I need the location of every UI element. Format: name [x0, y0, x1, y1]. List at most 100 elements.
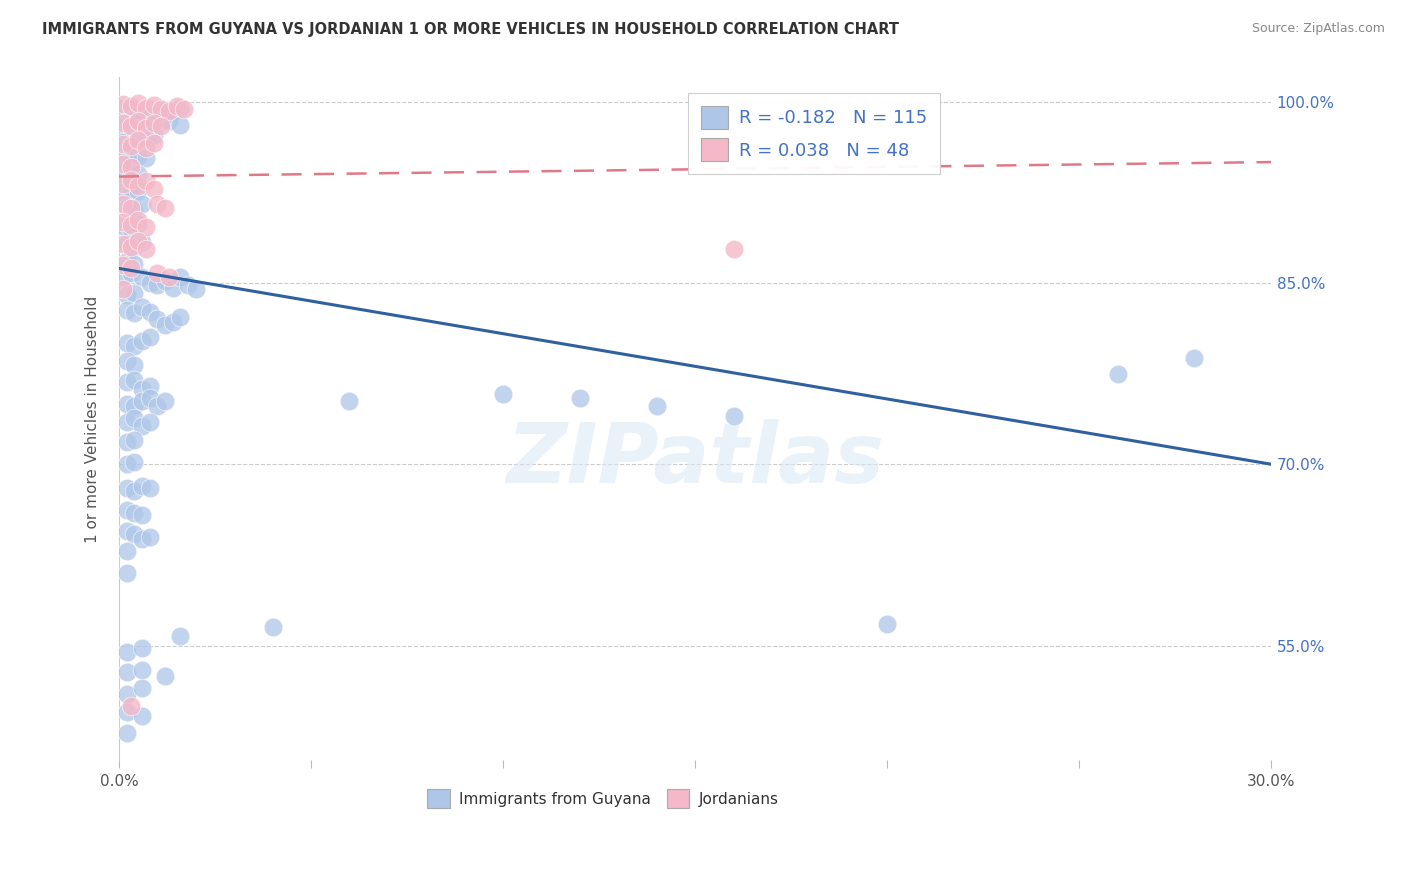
- Point: [111, 169, 134, 184]
- Point: [124, 527, 146, 541]
- Point: [492, 387, 515, 401]
- Point: [115, 725, 138, 739]
- Point: [120, 181, 142, 195]
- Point: [162, 315, 184, 329]
- Point: [568, 391, 591, 405]
- Point: [127, 133, 149, 147]
- Point: [184, 282, 207, 296]
- Point: [135, 121, 157, 136]
- Point: [146, 278, 169, 293]
- Point: [115, 302, 138, 317]
- Point: [162, 105, 184, 120]
- Point: [124, 339, 146, 353]
- Point: [120, 165, 142, 179]
- Point: [111, 119, 134, 133]
- Point: [135, 220, 157, 235]
- Point: [150, 119, 173, 133]
- Point: [120, 221, 142, 235]
- Point: [127, 213, 149, 227]
- Point: [124, 285, 146, 300]
- Point: [111, 97, 134, 112]
- Point: [1182, 351, 1205, 365]
- Point: [111, 282, 134, 296]
- Point: [115, 482, 138, 496]
- Point: [124, 373, 146, 387]
- Point: [127, 95, 149, 110]
- Point: [115, 336, 138, 351]
- Point: [131, 382, 153, 396]
- Point: [157, 114, 180, 128]
- Point: [127, 116, 149, 130]
- Point: [120, 121, 142, 136]
- Point: [115, 687, 138, 701]
- Point: [162, 281, 184, 295]
- Point: [120, 136, 142, 151]
- Point: [115, 237, 138, 252]
- Point: [124, 455, 146, 469]
- Point: [111, 116, 134, 130]
- Point: [131, 640, 153, 655]
- Point: [339, 394, 361, 409]
- Point: [139, 482, 162, 496]
- Point: [135, 120, 157, 134]
- Point: [115, 457, 138, 471]
- Point: [1107, 367, 1129, 381]
- Y-axis label: 1 or more Vehicles in Household: 1 or more Vehicles in Household: [86, 295, 100, 542]
- Point: [127, 179, 149, 194]
- Point: [131, 334, 153, 348]
- Point: [139, 109, 162, 123]
- Point: [173, 102, 195, 116]
- Point: [111, 269, 134, 284]
- Point: [111, 197, 134, 211]
- Point: [124, 411, 146, 425]
- Point: [142, 116, 165, 130]
- Point: [115, 544, 138, 558]
- Point: [135, 174, 157, 188]
- Point: [124, 306, 146, 320]
- Point: [111, 101, 134, 115]
- Point: [120, 99, 142, 113]
- Point: [111, 177, 134, 191]
- Point: [146, 399, 169, 413]
- Point: [157, 104, 180, 119]
- Point: [124, 257, 146, 271]
- Point: [142, 136, 165, 150]
- Point: [111, 135, 134, 149]
- Point: [124, 433, 146, 447]
- Point: [115, 644, 138, 658]
- Point: [120, 218, 142, 232]
- Point: [127, 184, 149, 198]
- Point: [120, 266, 142, 280]
- Point: [120, 160, 142, 174]
- Point: [139, 305, 162, 319]
- Point: [115, 375, 138, 389]
- Point: [169, 269, 191, 284]
- Point: [124, 358, 146, 372]
- Point: [153, 201, 176, 215]
- Point: [153, 394, 176, 409]
- Point: [142, 112, 165, 127]
- Point: [127, 167, 149, 181]
- Point: [124, 203, 146, 218]
- Point: [120, 119, 142, 133]
- Point: [723, 242, 745, 256]
- Legend: Immigrants from Guyana, Jordanians: Immigrants from Guyana, Jordanians: [422, 783, 785, 814]
- Point: [169, 101, 191, 115]
- Point: [876, 616, 898, 631]
- Point: [146, 312, 169, 326]
- Point: [120, 173, 142, 187]
- Point: [120, 201, 142, 215]
- Point: [111, 186, 134, 200]
- Point: [111, 237, 134, 252]
- Point: [131, 235, 153, 249]
- Point: [135, 133, 157, 147]
- Point: [139, 391, 162, 405]
- Point: [115, 665, 138, 680]
- Point: [127, 149, 149, 163]
- Point: [131, 532, 153, 546]
- Point: [169, 629, 191, 643]
- Point: [124, 240, 146, 254]
- Point: [115, 201, 138, 215]
- Point: [124, 506, 146, 520]
- Point: [127, 104, 149, 119]
